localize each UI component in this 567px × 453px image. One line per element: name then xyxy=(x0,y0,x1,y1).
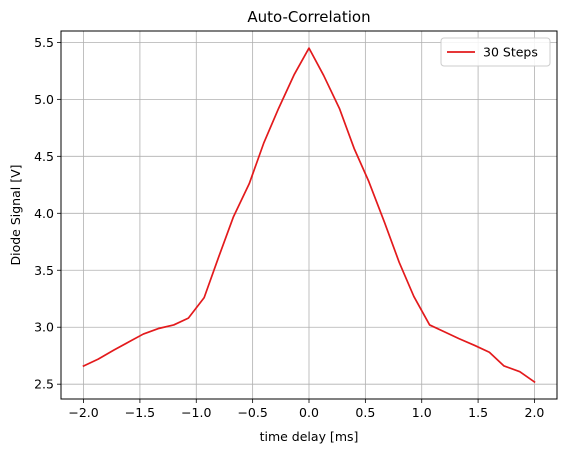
x-tick-label: −1.0 xyxy=(181,405,211,420)
y-tick-label: 2.5 xyxy=(34,377,54,392)
y-tick-label: 3.0 xyxy=(34,320,54,335)
y-tick-label: 5.5 xyxy=(34,35,54,50)
y-axis-ticks: 2.5 3.0 3.5 4.0 4.5 5.0 5.5 xyxy=(34,35,61,392)
x-axis-ticks: −2.0 −1.5 −1.0 −0.5 0.0 0.5 1.0 1.5 2.0 xyxy=(68,399,544,420)
x-tick-label: 1.5 xyxy=(468,405,488,420)
x-tick-label: 0.0 xyxy=(299,405,319,420)
chart-title: Auto-Correlation xyxy=(247,8,370,26)
x-tick-label: 2.0 xyxy=(525,405,545,420)
legend-label-30-steps: 30 Steps xyxy=(483,45,538,60)
y-tick-label: 4.5 xyxy=(34,149,54,164)
y-tick-label: 3.5 xyxy=(34,263,54,278)
y-tick-label: 5.0 xyxy=(34,92,54,107)
legend: 30 Steps xyxy=(440,37,551,67)
y-axis-label: Diode Signal [V] xyxy=(8,164,23,265)
x-tick-label: −0.5 xyxy=(237,405,267,420)
grid xyxy=(61,31,557,399)
x-tick-label: −2.0 xyxy=(68,405,98,420)
series-line-0 xyxy=(82,47,536,384)
y-tick-label: 4.0 xyxy=(34,206,54,221)
x-tick-label: 0.5 xyxy=(355,405,375,420)
x-axis-label: time delay [ms] xyxy=(260,429,359,444)
x-tick-label: −1.5 xyxy=(125,405,155,420)
x-tick-label: 1.0 xyxy=(412,405,432,420)
legend-box xyxy=(440,37,551,67)
series-layer xyxy=(82,47,536,384)
